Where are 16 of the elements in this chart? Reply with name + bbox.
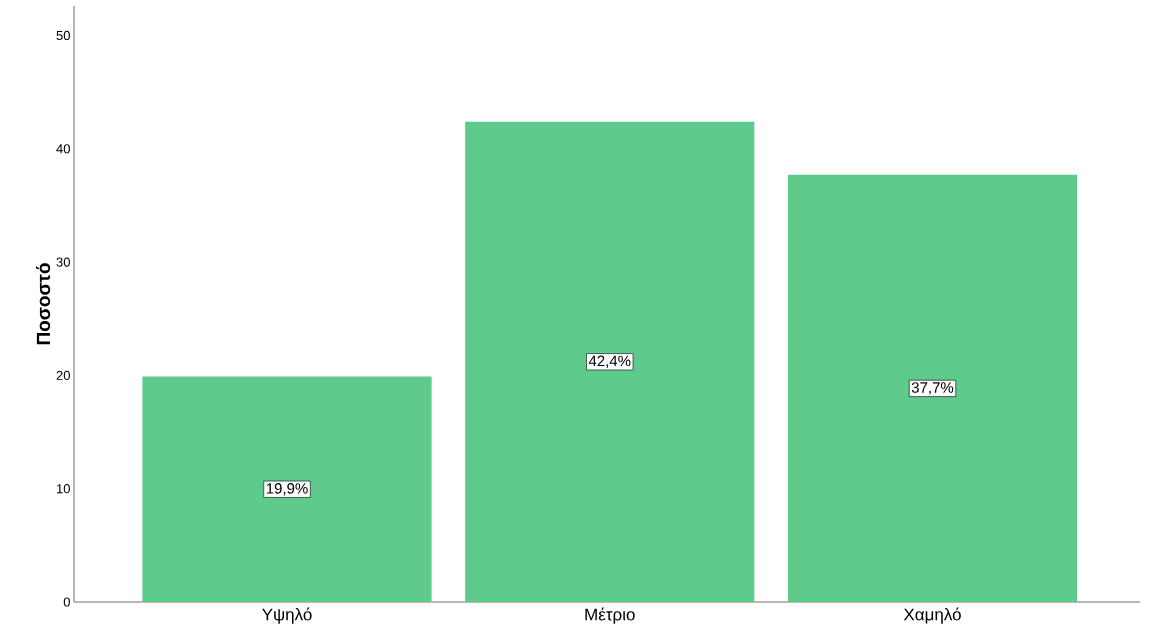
y-axis-title: Ποσοστό xyxy=(35,263,51,345)
y-tick-label: 30 xyxy=(56,257,70,267)
bar xyxy=(465,121,755,602)
bar xyxy=(787,174,1078,602)
data-label: 19,9% xyxy=(266,483,308,496)
y-tick-label: 40 xyxy=(56,144,70,154)
x-tick-label: Υψηλό xyxy=(262,607,312,624)
data-label: 42,4% xyxy=(588,355,631,368)
y-tick-label: 20 xyxy=(56,370,70,380)
y-tick-label: 50 xyxy=(56,30,70,41)
x-tick-label: Μέτριο xyxy=(585,607,635,624)
x-tick-label: Χαμηλό xyxy=(903,607,961,624)
data-label: 37,7% xyxy=(911,382,954,395)
y-tick-label: 10 xyxy=(57,484,70,494)
bar xyxy=(142,376,432,602)
y-tick-label: 0 xyxy=(63,597,70,607)
